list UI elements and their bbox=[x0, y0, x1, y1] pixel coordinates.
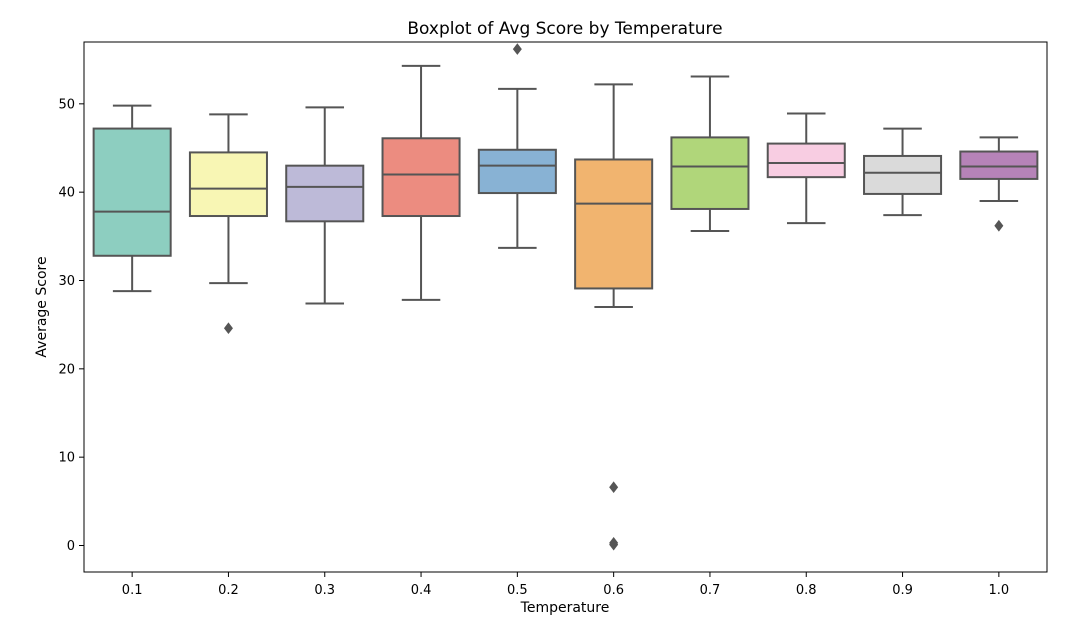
y-tick-label: 30 bbox=[58, 274, 75, 289]
box-group bbox=[92, 104, 172, 293]
chart-title: Boxplot of Avg Score by Temperature bbox=[407, 19, 722, 39]
box-group bbox=[863, 127, 943, 217]
outlier-point bbox=[512, 43, 522, 55]
box-iqr bbox=[959, 150, 1039, 180]
box-iqr bbox=[92, 127, 172, 257]
y-tick-label: 40 bbox=[58, 186, 75, 201]
box-iqr bbox=[285, 164, 365, 223]
x-tick-label: 0.1 bbox=[122, 583, 143, 598]
y-tick-label: 20 bbox=[58, 362, 75, 377]
x-axis: 0.1 0.2 0.3 0.4 0.5 0.6 0.7 0.8 0.9 1.0 bbox=[122, 572, 1009, 598]
x-tick-label: 1.0 bbox=[989, 583, 1010, 598]
y-tick-label: 10 bbox=[58, 451, 75, 466]
outlier-point bbox=[994, 219, 1004, 232]
outlier-point bbox=[609, 538, 619, 551]
box-iqr bbox=[766, 142, 846, 179]
box-iqr bbox=[477, 148, 557, 195]
outlier-point bbox=[609, 481, 619, 494]
box-group bbox=[574, 83, 654, 551]
box-group bbox=[766, 112, 846, 225]
plot-frame bbox=[83, 41, 1048, 573]
x-tick-label: 0.3 bbox=[314, 583, 335, 598]
box-group bbox=[285, 106, 365, 305]
box-group bbox=[477, 43, 557, 249]
box-iqr bbox=[574, 158, 654, 290]
box-group bbox=[381, 64, 461, 301]
plot-layer bbox=[92, 43, 1039, 551]
box-group bbox=[670, 75, 750, 233]
y-axis: 0 10 20 30 40 50 bbox=[58, 97, 84, 554]
box-iqr bbox=[863, 154, 943, 195]
box-iqr bbox=[381, 137, 461, 218]
x-tick-label: 0.4 bbox=[411, 583, 432, 598]
x-tick-label: 0.5 bbox=[507, 583, 528, 598]
y-tick-label: 0 bbox=[67, 539, 75, 554]
x-tick-label: 0.7 bbox=[700, 583, 721, 598]
x-axis-label: Temperature bbox=[520, 600, 610, 616]
box-group bbox=[188, 113, 268, 335]
outlier-point bbox=[223, 322, 233, 335]
box-iqr bbox=[188, 151, 268, 218]
x-tick-label: 0.2 bbox=[218, 583, 239, 598]
y-axis-label: Average Score bbox=[34, 256, 50, 357]
box-iqr bbox=[670, 136, 750, 210]
y-tick-label: 50 bbox=[58, 97, 75, 112]
x-tick-label: 0.9 bbox=[892, 583, 913, 598]
box-group bbox=[959, 136, 1039, 232]
x-tick-label: 0.8 bbox=[796, 583, 817, 598]
x-tick-label: 0.6 bbox=[603, 583, 624, 598]
